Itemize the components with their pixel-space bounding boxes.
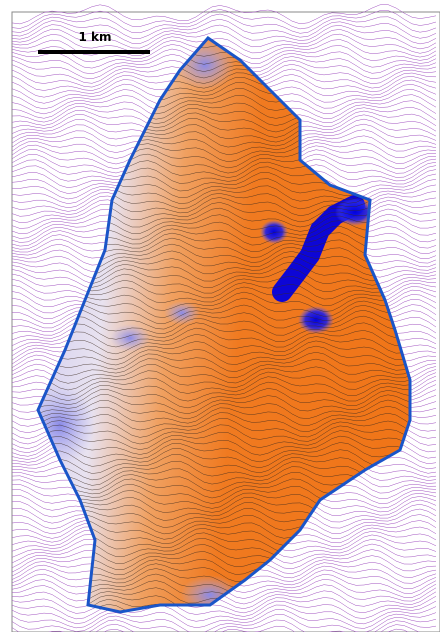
contour-line [38,376,410,396]
contour-line [38,369,410,391]
contour-line [38,340,410,361]
contour-line [11,13,437,34]
contour-line [11,9,437,30]
contour-line [11,4,437,25]
contour-line [11,599,437,620]
contour-line [38,381,410,402]
contour-line [11,594,437,614]
contour-line [38,322,410,342]
contour-line [11,18,437,39]
contour-line [38,418,410,438]
scale-label: 1 km [78,30,111,44]
contour-line [11,33,437,54]
contour-line [38,345,410,366]
contour-line [11,609,437,629]
contour-line [38,405,410,427]
contour-line [38,412,410,432]
contour-line [38,448,410,469]
contour-line [38,309,410,330]
contour-line [38,429,410,450]
contour-line [38,327,410,348]
contour-line [38,394,410,415]
contour-line [11,604,437,625]
contour-line [95,623,420,632]
contour-line [38,315,410,336]
contour-line [38,399,410,420]
contour-line [11,28,437,50]
contour-line [38,364,410,384]
contour-line [11,614,437,632]
contour-line [38,388,410,409]
contour-line [38,435,410,456]
contour-line [38,358,410,379]
contour-line [38,442,410,463]
contour-line [38,351,410,372]
contour-line [11,619,437,632]
contour-line [38,424,410,445]
contour-line [11,589,437,609]
contour-line [11,24,437,45]
contour-line [38,334,410,355]
